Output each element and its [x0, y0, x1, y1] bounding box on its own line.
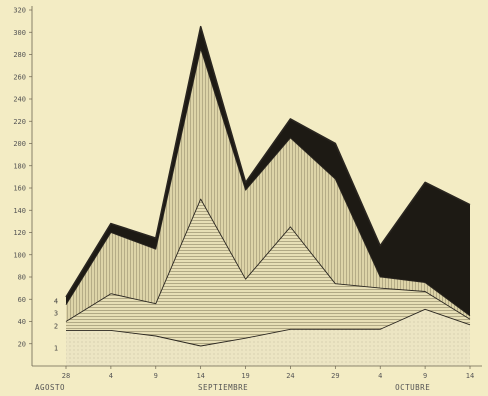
series-1-area [66, 309, 470, 366]
y-tick-label: 300 [13, 29, 26, 37]
series-3-line [65, 48, 471, 317]
y-tick-label: 20 [18, 340, 26, 348]
x-tick-label: 28 [62, 372, 70, 380]
y-tick-label: 140 [13, 207, 26, 215]
y-tick-label: 280 [13, 51, 26, 59]
series-1-line [66, 308, 471, 347]
y-tick-label: 80 [18, 274, 26, 282]
y-tick-label: 260 [13, 73, 26, 81]
x-group-label: AGOSTO [35, 383, 65, 392]
series-label: 1 [54, 345, 58, 353]
series-labels: 1 2 3 4 [54, 297, 58, 352]
y-tick-label: 100 [13, 251, 26, 259]
series-4-line [65, 25, 471, 298]
y-tick-label: 320 [13, 7, 26, 15]
x-tick-label: 19 [241, 372, 249, 380]
y-tick-label: 200 [13, 140, 26, 148]
series-4-area [66, 26, 470, 316]
y-axis: 20 40 60 80 100 120 140 160 180 200 220 240 260 280 30… [13, 6, 33, 366]
y-tick-label: 60 [18, 296, 26, 304]
series-label: 4 [54, 297, 58, 305]
x-axis: 28 4 9 14 19 24 29 4 9 14 AGOSTO SEPTIEMBRE OCTUBRE [32, 365, 482, 392]
y-tick-label: 240 [13, 96, 26, 104]
y-tick-label: 160 [13, 185, 26, 193]
x-tick-label: 14 [466, 372, 474, 380]
series-label: 2 [54, 322, 58, 330]
x-tick-label: 29 [331, 372, 339, 380]
y-tick-label: 120 [13, 229, 26, 237]
x-tick-label: 4 [109, 372, 113, 380]
y-tick-label: 180 [13, 162, 26, 170]
y-tick-label: 40 [18, 318, 26, 326]
x-tick-label: 9 [154, 372, 158, 380]
x-group-label: SEPTIEMBRE [198, 383, 248, 392]
x-tick-label: 9 [423, 372, 427, 380]
series-areas [65, 25, 471, 366]
x-tick-label: 24 [286, 372, 294, 380]
series-label: 3 [54, 310, 58, 318]
x-tick-label: 4 [378, 372, 382, 380]
y-tick-label: 220 [13, 118, 26, 126]
series-2-area [66, 199, 470, 346]
x-tick-label: 14 [196, 372, 204, 380]
series-2-line [65, 198, 471, 322]
x-group-label: OCTUBRE [395, 383, 430, 392]
